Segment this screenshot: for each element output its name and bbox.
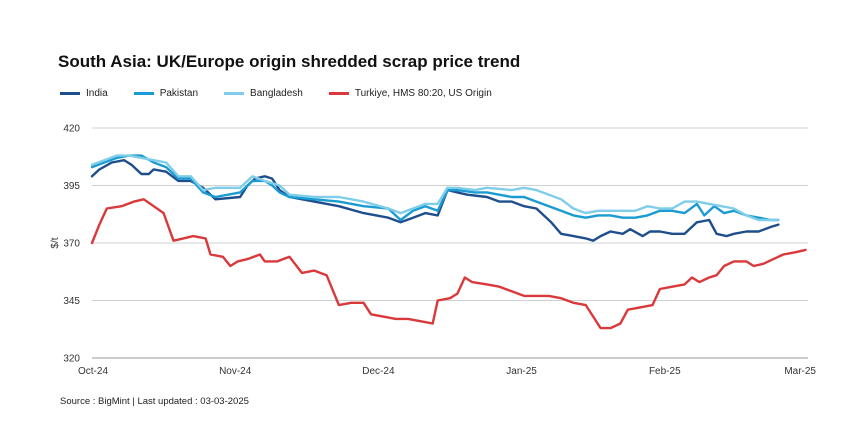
series-line-india	[90, 159, 780, 242]
line-chart: 320 345 370 395 420 $/t Oct-24 Nov-24 Dec-24 Jan…	[50, 124, 816, 378]
legend-swatch-pakistan	[133, 92, 154, 95]
legend-swatch-india	[60, 92, 80, 95]
x-tick-label: Feb-25	[649, 366, 681, 377]
y-axis: 320 345 370 395 420 $/t	[50, 124, 80, 365]
y-axis-label: $/t	[50, 237, 61, 248]
legend-item-pakistan: Pakistan	[133, 88, 199, 99]
series-line-turkiye	[90, 198, 807, 330]
x-tick-label: Jan-25	[506, 366, 537, 377]
x-tick-label: Dec-24	[362, 366, 395, 377]
y-tick-label: 345	[63, 296, 80, 307]
x-tick-label: Mar-25	[784, 366, 816, 377]
chart-series-lines	[90, 154, 807, 330]
x-axis: Oct-24 Nov-24 Dec-24 Jan-25 Feb-25 Mar-25	[78, 357, 816, 377]
x-tick-label: Nov-24	[219, 366, 252, 377]
y-tick-label: 320	[63, 354, 80, 365]
series-line-bangladesh	[90, 154, 780, 222]
y-tick-label: 370	[63, 239, 80, 250]
chart-title: South Asia: UK/Europe origin shredded sc…	[58, 52, 521, 71]
chart-gridlines	[92, 127, 808, 359]
chart-legend: India Pakistan Bangladesh Turkiye, HMS 8…	[60, 88, 518, 99]
legend-label-india: India	[86, 88, 108, 99]
legend-item-turkiye: Turkiye, HMS 80:20, US Origin	[328, 88, 492, 99]
x-tick-label: Oct-24	[78, 366, 108, 377]
legend-swatch-bangladesh	[224, 92, 245, 95]
legend-swatch-turkiye	[328, 92, 349, 95]
y-tick-label: 420	[63, 124, 80, 135]
legend-item-india: India	[60, 88, 108, 99]
legend-label-bangladesh: Bangladesh	[250, 88, 303, 99]
legend-item-bangladesh: Bangladesh	[224, 88, 303, 99]
series-line-pakistan	[90, 154, 780, 222]
source-note: Source : BigMint | Last updated : 03-03-…	[60, 396, 249, 407]
legend-label-turkiye: Turkiye, HMS 80:20, US Origin	[354, 88, 492, 99]
legend-label-pakistan: Pakistan	[159, 88, 199, 99]
y-tick-label: 395	[63, 181, 80, 192]
